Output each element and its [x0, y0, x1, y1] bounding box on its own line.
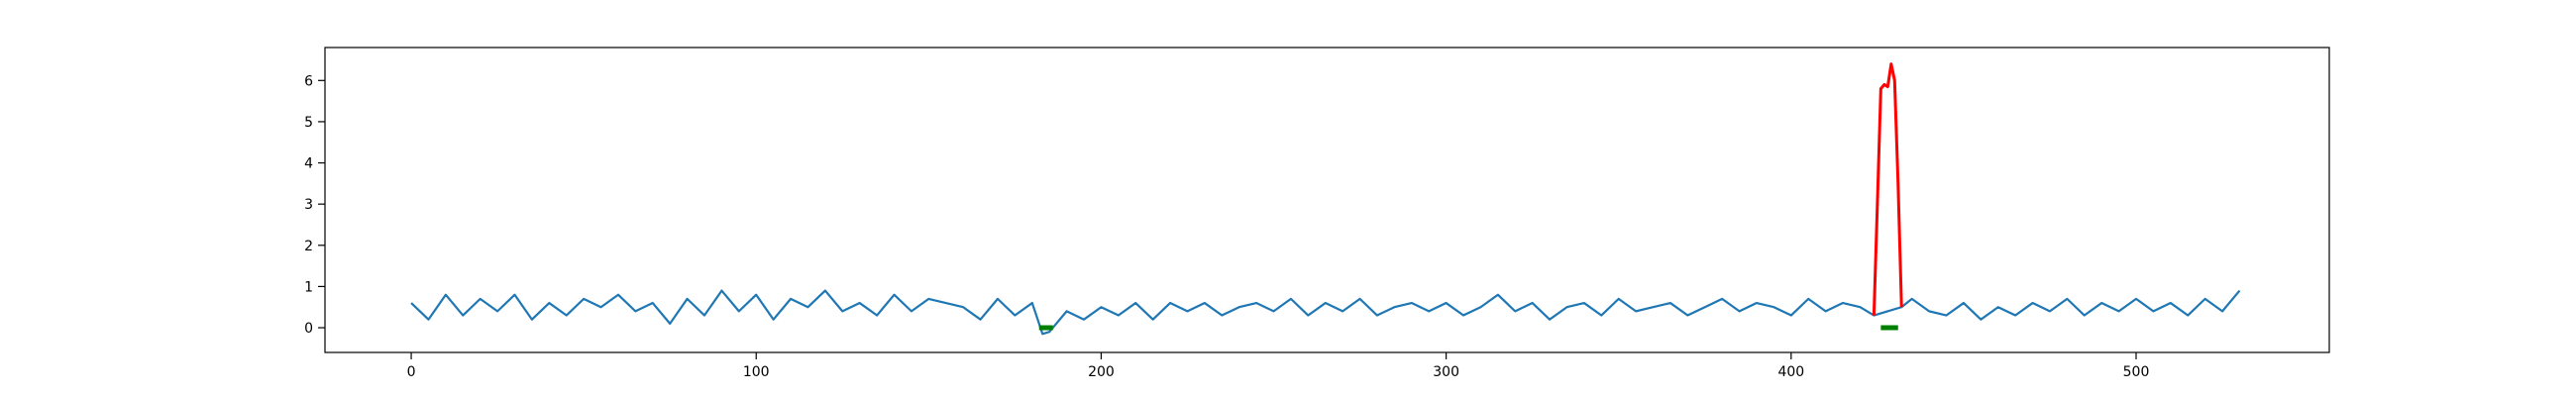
- y-tick-label: 6: [304, 73, 313, 89]
- y-tick-label: 3: [304, 197, 313, 213]
- y-tick-label: 4: [304, 156, 313, 172]
- y-tick-label: 1: [304, 279, 313, 295]
- signal-series-line: [410, 289, 2241, 336]
- x-tick-label: 400: [1777, 364, 1804, 380]
- x-tick-label: 500: [2123, 364, 2150, 380]
- y-tick-label: 0: [304, 321, 313, 337]
- y-tick-label: 5: [304, 115, 313, 131]
- y-axis: 0 1 2 3 4 5 6: [304, 73, 325, 337]
- y-tick-label: 2: [304, 239, 313, 254]
- x-tick-label: 300: [1433, 364, 1459, 380]
- anomaly-series-line: [1872, 62, 1903, 316]
- plot-content: [410, 62, 2241, 336]
- x-tick-label: 0: [407, 364, 416, 380]
- plot-frame: [324, 47, 2330, 353]
- x-tick-label: 200: [1088, 364, 1115, 380]
- x-tick-label: 100: [743, 364, 770, 380]
- x-axis: 0 100 200 300 400 500: [407, 352, 2150, 380]
